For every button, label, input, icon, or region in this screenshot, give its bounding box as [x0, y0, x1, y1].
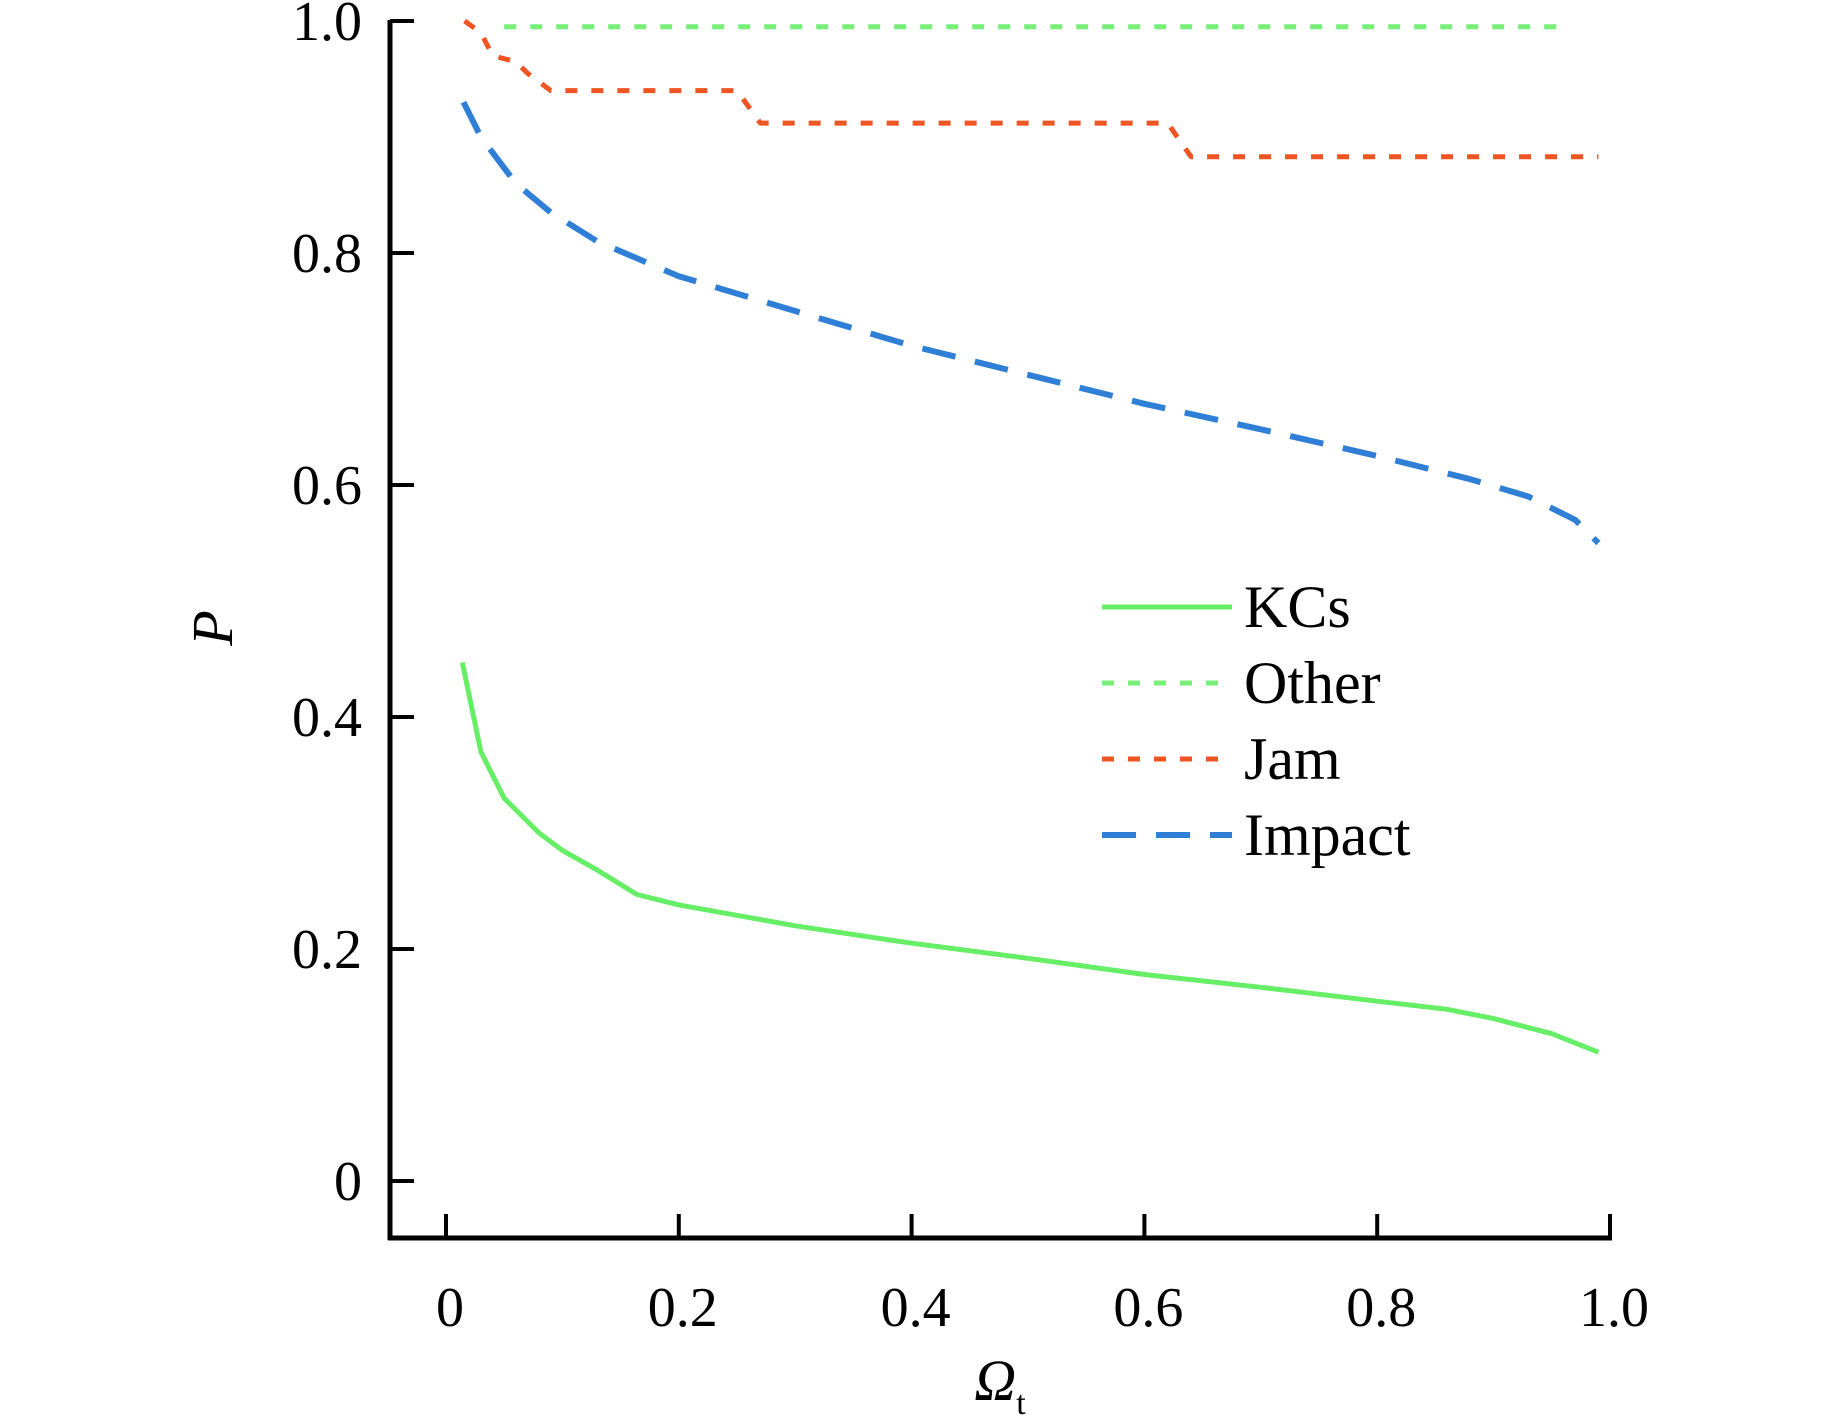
x-axis-label-subscript: t	[1016, 1385, 1026, 1420]
y-tick-label: 1.0	[292, 0, 362, 53]
y-tick-label: 0.6	[292, 455, 362, 517]
y-tick-label: 0	[334, 1151, 362, 1213]
x-axis-label-main: Ω	[974, 1348, 1016, 1413]
x-tick-label: 0.4	[881, 1277, 951, 1339]
series-line-impact	[460, 100, 1601, 546]
legend-label-impact: Impact	[1244, 802, 1411, 868]
y-axis-label: P	[180, 610, 245, 646]
x-tick-label: 0.2	[648, 1277, 718, 1339]
y-tick-label: 0.8	[292, 223, 362, 285]
x-tick-label: 0.8	[1346, 1277, 1416, 1339]
legend-label-other: Other	[1244, 650, 1381, 716]
legend-label-jam: Jam	[1244, 726, 1341, 792]
series-layer	[459, 18, 1601, 1055]
x-tick-label: 1.0	[1579, 1277, 1649, 1339]
y-tick-label: 0.2	[292, 919, 362, 981]
x-tick-label: 0	[436, 1277, 464, 1339]
y-tick-label: 0.4	[292, 687, 362, 749]
legend: KCs Other Jam Impact	[1102, 574, 1411, 868]
legend-label-kcs: KCs	[1244, 574, 1351, 640]
series-line-kcs	[459, 661, 1600, 1055]
x-axis-label: Ωt	[974, 1348, 1026, 1420]
axes: 0 0.2 0.4 0.6 0.8 1.0 0 0.2 0.4 0.6 0.8 1.0	[292, 0, 1649, 1339]
x-tick-label: 0.6	[1113, 1277, 1183, 1339]
series-line-jam	[463, 18, 1599, 160]
